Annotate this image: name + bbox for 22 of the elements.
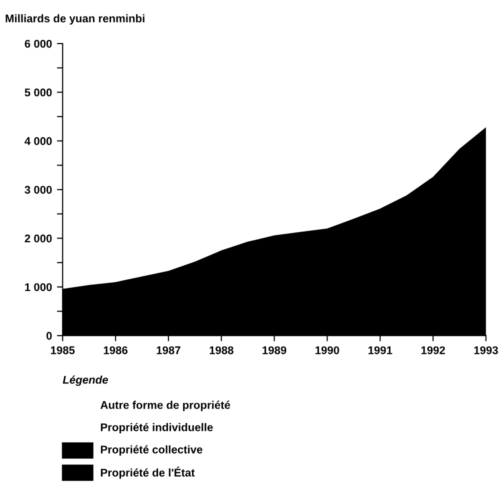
y-tick-label: 1 000 — [25, 283, 52, 292]
x-tick-label: 1986 — [104, 346, 128, 354]
text: Propriété individuelle — [100, 422, 213, 434]
x-tick-label: 1990 — [316, 346, 340, 354]
y-tick-label: 0 — [46, 332, 52, 340]
x-tick-label: 1989 — [262, 346, 286, 354]
x-tick-label: 1987 — [156, 346, 180, 354]
text: Propriété de l'État — [100, 466, 195, 479]
y-axis-title: Milliards de yuan renminbi — [6, 14, 144, 25]
y-tick-label: 6 000 — [24, 40, 52, 48]
text: Autre forme de propriété — [100, 400, 230, 412]
text: Propriété collective — [100, 445, 202, 456]
y-tick-label: 5 000 — [24, 88, 52, 96]
x-tick-label: 1993 — [474, 346, 498, 354]
legend-title: Légende — [62, 375, 108, 386]
x-tick-label: 1992 — [421, 346, 445, 354]
x-tick-label: 1991 — [368, 346, 392, 354]
x-tick-label: 1988 — [210, 346, 234, 354]
y-tick-label: 2 000 — [24, 234, 52, 242]
x-tick-label: 1985 — [50, 346, 75, 354]
y-tick-label: 3 000 — [24, 186, 52, 194]
y-tick-label: 4 000 — [24, 137, 52, 146]
